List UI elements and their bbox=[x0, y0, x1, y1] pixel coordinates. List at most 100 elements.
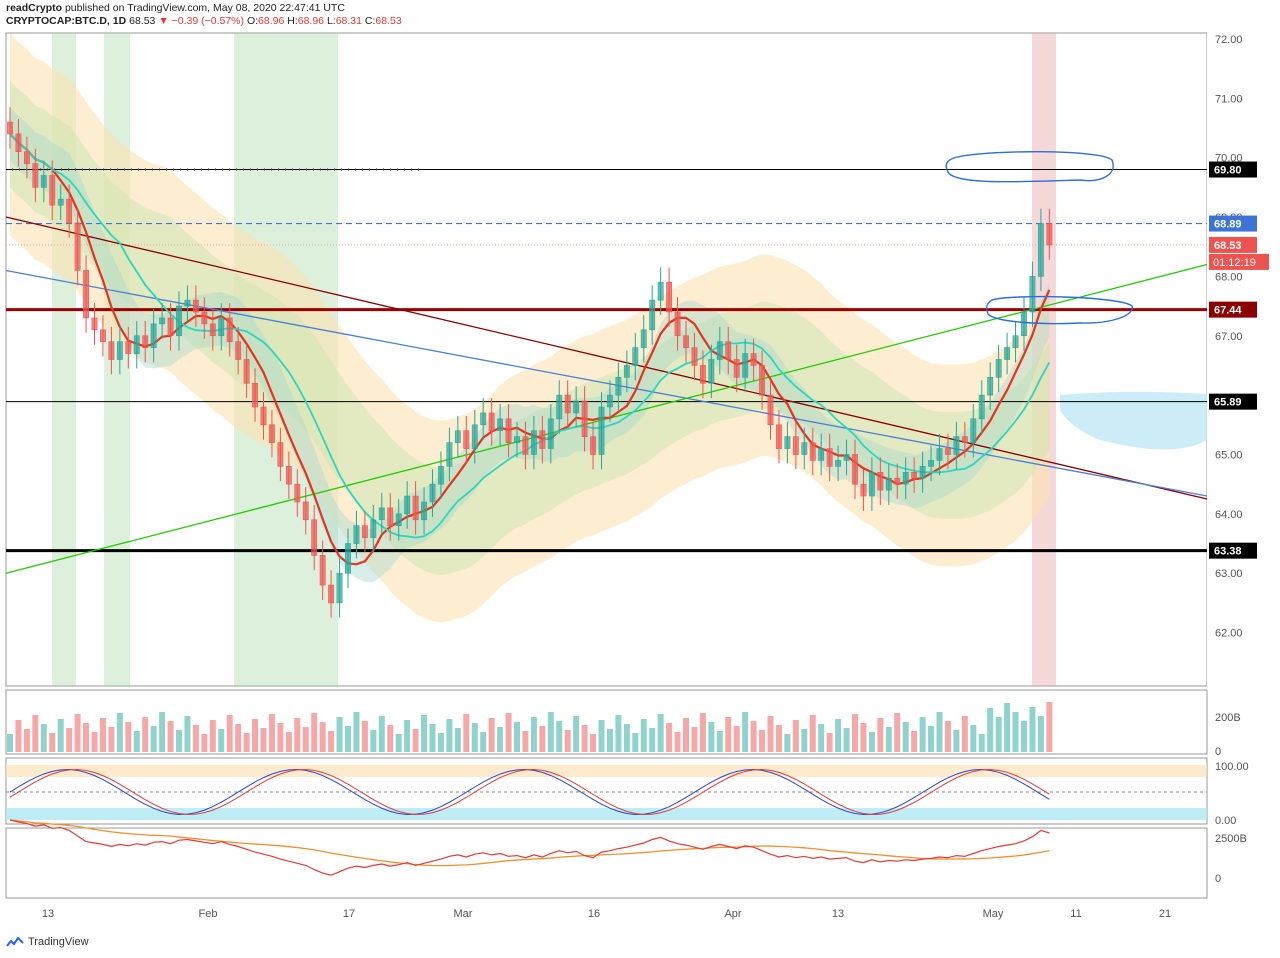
candle-116 bbox=[987, 362, 994, 410]
candle-body bbox=[243, 359, 250, 384]
volume-bar-82 bbox=[699, 713, 706, 752]
candle-body bbox=[116, 341, 123, 360]
candle-body bbox=[285, 466, 292, 485]
candle-body bbox=[142, 335, 149, 348]
obv-tick-0: 2500B bbox=[1215, 833, 1247, 845]
candle-body bbox=[40, 175, 47, 188]
volume-bar-24 bbox=[209, 720, 216, 752]
volume-bar-62 bbox=[530, 717, 537, 752]
candle-body bbox=[252, 382, 258, 408]
volume-bar-120 bbox=[1021, 721, 1027, 752]
obv-tick-1: 0 bbox=[1215, 873, 1221, 885]
candle-45 bbox=[387, 493, 394, 541]
volume-bar-17 bbox=[150, 726, 157, 752]
candle-99 bbox=[843, 439, 850, 476]
volume-bar-30 bbox=[260, 728, 267, 752]
volume-bar-46 bbox=[395, 734, 402, 752]
candle-74 bbox=[632, 332, 639, 381]
y-tick-4: 67.00 bbox=[1215, 331, 1243, 343]
volume-bar-112 bbox=[953, 730, 960, 752]
candle-22 bbox=[193, 285, 199, 327]
candle-body bbox=[412, 495, 419, 521]
candle-123 bbox=[1046, 208, 1053, 260]
candle-49 bbox=[421, 487, 427, 535]
candle-body bbox=[328, 584, 334, 604]
volume-bar-119 bbox=[1012, 712, 1019, 752]
volume-bar-86 bbox=[733, 726, 740, 752]
volume-bar-72 bbox=[615, 715, 622, 752]
candle-body bbox=[894, 477, 901, 485]
candle-body bbox=[750, 353, 757, 366]
volume-bar-81 bbox=[691, 727, 698, 752]
annotation-ellipse-top bbox=[945, 151, 1114, 183]
candle-body bbox=[1038, 223, 1044, 277]
candle-57 bbox=[488, 398, 495, 446]
volume-bar-64 bbox=[547, 712, 554, 752]
price-label-bg-3 bbox=[1209, 301, 1257, 318]
volume-bar-105 bbox=[894, 713, 901, 752]
last-price: 68.53 bbox=[129, 15, 156, 27]
candle-83 bbox=[708, 344, 715, 399]
candle-body bbox=[395, 513, 402, 527]
tradingview-footer: TradingView bbox=[6, 936, 89, 948]
candle-body bbox=[218, 317, 225, 337]
price-label-bg-4 bbox=[1209, 393, 1257, 410]
volume-bar-115 bbox=[978, 734, 985, 752]
y-tick-0: 62.00 bbox=[1215, 628, 1243, 640]
candle-108 bbox=[919, 451, 926, 494]
middle-envelope bbox=[10, 80, 1050, 575]
volume-bar-83 bbox=[708, 722, 715, 752]
y-tick-2: 64.00 bbox=[1215, 509, 1243, 521]
volume-tick-1: 0 bbox=[1215, 746, 1221, 758]
volume-bar-68 bbox=[581, 725, 588, 752]
price-label-1: 68.89 bbox=[1214, 219, 1242, 231]
candle-body bbox=[590, 436, 596, 455]
candle-body bbox=[100, 329, 106, 342]
volume-bar-63 bbox=[539, 726, 546, 752]
candle-34 bbox=[294, 469, 301, 517]
candle-body bbox=[742, 353, 749, 378]
volume-bar-103 bbox=[877, 718, 884, 752]
candle-body bbox=[353, 525, 360, 544]
candle-101 bbox=[860, 469, 867, 511]
candle-body bbox=[818, 448, 825, 461]
candle-body bbox=[269, 424, 275, 443]
candle-76 bbox=[649, 285, 656, 345]
volume-bar-51 bbox=[437, 733, 444, 752]
volume-bar-14 bbox=[125, 722, 132, 752]
volume-bar-99 bbox=[843, 728, 850, 752]
price-change: ▼ −0.39 (−0.57%) bbox=[158, 15, 245, 27]
candle-113 bbox=[961, 421, 968, 458]
candle-body bbox=[776, 424, 782, 449]
candle-body bbox=[699, 365, 706, 384]
volume-bar-21 bbox=[184, 716, 191, 752]
price-label-3: 67.44 bbox=[1214, 305, 1242, 317]
volume-bar-85 bbox=[725, 717, 732, 752]
volume-bar-106 bbox=[902, 722, 909, 752]
candle-13 bbox=[116, 326, 123, 375]
candle-body bbox=[201, 311, 208, 325]
candle-61 bbox=[522, 421, 529, 470]
candle-body bbox=[547, 418, 554, 449]
candle-body bbox=[767, 394, 774, 426]
open-value: 68.96 bbox=[258, 15, 285, 27]
candle-body bbox=[378, 507, 385, 521]
volume-bar-50 bbox=[429, 724, 436, 752]
volume-bar-34 bbox=[294, 718, 301, 752]
ichimoku-cloud bbox=[1060, 391, 1207, 450]
symbol-name[interactable]: CRYPTOCAP:BTC.D, 1D bbox=[6, 15, 127, 27]
candle-body bbox=[480, 412, 487, 426]
candle-26 bbox=[226, 303, 233, 357]
price-label-5: 63.38 bbox=[1214, 546, 1242, 558]
candle-body bbox=[336, 572, 343, 604]
candle-18 bbox=[159, 303, 165, 339]
volume-bar-90 bbox=[767, 716, 774, 752]
candle-6 bbox=[57, 184, 64, 220]
candle-body bbox=[691, 347, 698, 366]
candle-body bbox=[176, 305, 182, 337]
candle-66 bbox=[564, 380, 571, 428]
candle-78 bbox=[666, 267, 672, 327]
candle-122 bbox=[1038, 208, 1044, 292]
candle-10 bbox=[91, 303, 98, 345]
